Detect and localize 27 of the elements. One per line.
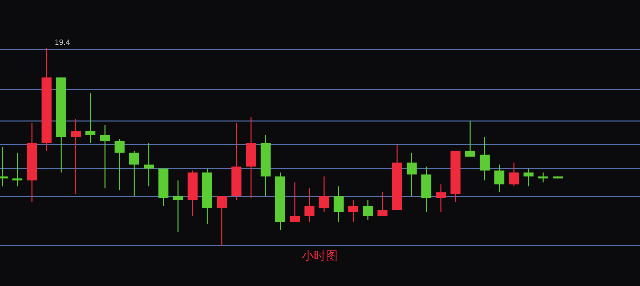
candlestick	[363, 200, 374, 221]
candlestick	[290, 182, 300, 223]
candlestick	[86, 93, 96, 144]
candlestick	[319, 176, 330, 213]
candlestick	[494, 164, 505, 194]
candlestick	[100, 124, 110, 190]
candlestick	[406, 152, 417, 197]
candlestick	[348, 200, 359, 223]
candlestick	[538, 172, 548, 184]
candlestick	[144, 142, 154, 188]
candlestick	[129, 150, 140, 197]
candlestick	[246, 116, 256, 199]
candlestick	[114, 138, 125, 192]
candlestick	[422, 166, 432, 213]
candlestick	[71, 118, 82, 196]
candlestick	[334, 186, 344, 223]
candlestick	[480, 136, 490, 182]
text: 小时图	[302, 249, 338, 263]
candlestick	[173, 180, 184, 233]
candlestick	[304, 188, 315, 223]
candlestick	[12, 152, 23, 188]
candlestick	[378, 192, 388, 217]
candlestick	[217, 196, 228, 246]
candlestick	[436, 184, 446, 213]
candlestick	[509, 162, 520, 188]
candlestick	[524, 168, 534, 188]
candlestick	[465, 120, 476, 158]
